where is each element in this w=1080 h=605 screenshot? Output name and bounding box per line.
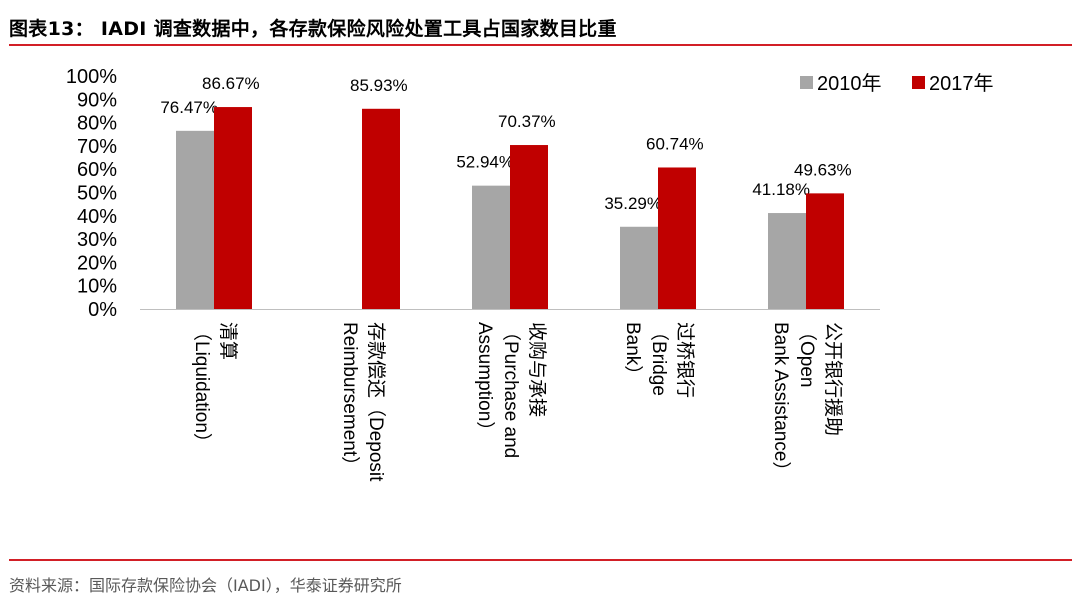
bar-2010年 (768, 213, 806, 309)
bar-2010年 (472, 185, 510, 309)
x-category-label: 存款偿还（Deposit Reimbursement） (339, 322, 386, 482)
bar-2017年 (214, 107, 252, 309)
data-label: 86.67% (202, 74, 260, 93)
bar-2017年 (510, 145, 548, 309)
y-tick-label: 40% (77, 206, 117, 228)
y-tick-label: 100% (66, 66, 117, 88)
legend-label: 2010年 (817, 72, 882, 95)
x-category-label: 过桥银行 （Bridge Bank） (622, 322, 695, 399)
y-tick-label: 60% (77, 159, 117, 181)
x-category-label: 收购与承接 （Purchase and Assumption） (474, 322, 547, 459)
source-note: 资料来源：国际存款保险协会（IADI），华泰证券研究所 (9, 576, 402, 595)
y-tick-label: 90% (77, 89, 117, 111)
data-label: 60.74% (646, 134, 704, 153)
data-label: 76.47% (160, 98, 218, 117)
y-tick-label: 50% (77, 183, 117, 205)
bar-chart: 0%10%20%30%40%50%60%70%80%90%100% 76.47% 8… (66, 66, 994, 321)
x-category-label: 公开银行援助 （Open Bank Assistance） (770, 322, 843, 481)
y-tick-label: 30% (77, 229, 117, 251)
data-label: 70.37% (498, 112, 556, 131)
data-label: 52.94% (456, 153, 514, 172)
bottom-divider (9, 559, 1072, 561)
y-tick-label: 0% (88, 299, 117, 321)
figure-title: 图表13： IADI 调查数据中，各存款保险风险处置工具占国家数目比重 (9, 18, 617, 40)
y-tick-label: 20% (77, 252, 117, 274)
legend-label: 2017年 (929, 72, 994, 95)
data-label: 49.63% (794, 160, 852, 179)
legend-swatch (800, 76, 813, 89)
y-tick-label: 70% (77, 136, 117, 158)
legend-swatch (912, 76, 925, 89)
data-label: 35.29% (604, 194, 662, 213)
bar-2010年 (620, 226, 658, 309)
bar-2017年 (362, 108, 400, 309)
y-tick-label: 80% (77, 113, 117, 135)
bar-2017年 (658, 167, 696, 309)
top-divider (9, 44, 1072, 46)
y-tick-label: 10% (77, 276, 117, 298)
data-label: 85.93% (350, 76, 408, 95)
x-category-label: 清算 （Liquidation） (191, 322, 238, 452)
bar-2017年 (806, 193, 844, 309)
bar-2010年 (176, 130, 214, 309)
data-label: 41.18% (752, 180, 810, 199)
